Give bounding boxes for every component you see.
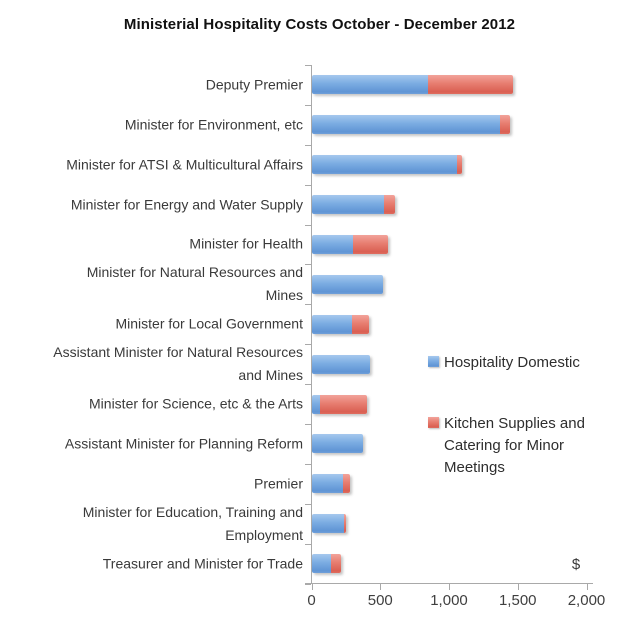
category-label: Assistant Minister for Natural Resources… [53, 344, 303, 384]
chart-row: Minister for ATSI & Multicultural Affair… [0, 145, 639, 185]
legend-item: Kitchen Supplies and Catering for Minor … [428, 413, 585, 479]
y-axis-tick [305, 184, 311, 186]
x-axis-unit-label: $ [571, 556, 581, 573]
x-axis-tick [586, 583, 588, 590]
bar-segment-hospitality-domestic [312, 474, 343, 494]
bar-segment-kitchen-supplies [457, 155, 462, 175]
legend-item: Hospitality Domestic [428, 352, 580, 374]
x-axis-tick [449, 583, 450, 590]
stacked-bar [312, 474, 350, 494]
x-axis-tick-label: 2,000 [567, 592, 606, 609]
bar-segment-hospitality-domestic [312, 274, 383, 294]
chart-row: Minister for Education, Training and Emp… [0, 504, 639, 544]
stacked-bar [312, 514, 347, 534]
y-axis-tick [305, 503, 311, 505]
stacked-bar [312, 354, 371, 374]
y-axis-tick [305, 423, 311, 425]
stacked-bar [312, 234, 389, 254]
bar-segment-hospitality-domestic [312, 234, 354, 254]
category-label: Minister for Health [189, 235, 303, 252]
bar-segment-kitchen-supplies [353, 234, 389, 254]
category-label: Deputy Premier [205, 76, 303, 93]
bar-segment-kitchen-supplies [384, 195, 395, 215]
category-label: Minister for Education, Training and Emp… [82, 503, 303, 543]
stacked-bar [312, 155, 462, 175]
legend-label: Kitchen Supplies and Catering for Minor … [444, 415, 585, 476]
x-axis-tick-label: 1,500 [498, 592, 537, 609]
chart-row: Minister for Health [0, 225, 639, 265]
bar-segment-kitchen-supplies [351, 314, 370, 334]
bar-segment-kitchen-supplies [320, 394, 367, 414]
y-axis-tick [305, 264, 311, 266]
chart-title: Ministerial Hospitality Costs October - … [123, 16, 516, 33]
chart-row: Minister for Natural Resources and Mines [0, 264, 639, 304]
chart-row: Minister for Energy and Water Supply [0, 185, 639, 225]
bar-segment-hospitality-domestic [312, 314, 352, 334]
y-axis-tick [305, 543, 311, 545]
category-label: Premier [253, 475, 303, 492]
y-axis-tick [305, 384, 311, 386]
category-label: Minister for Local Government [115, 315, 303, 332]
chart-row: Minister for Local Government [0, 304, 639, 344]
y-axis-tick [305, 304, 311, 306]
category-label: Assistant Minister for Planning Reform [64, 435, 303, 452]
legend-label: Hospitality Domestic [444, 354, 580, 371]
legend-swatch-blue-icon [428, 356, 439, 367]
chart-row: Assistant Minister for Planning Reform [0, 424, 639, 464]
bar-segment-kitchen-supplies [342, 474, 350, 494]
bar-segment-kitchen-supplies [499, 115, 510, 135]
category-label: Minister for ATSI & Multicultural Affair… [66, 156, 303, 173]
category-label: Minister for Science, etc & the Arts [89, 395, 303, 412]
chart-row: Premier [0, 464, 639, 504]
stacked-bar [312, 554, 341, 574]
category-label: Minister for Energy and Water Supply [70, 196, 303, 213]
category-label: Minister for Environment, etc [124, 116, 303, 133]
stacked-bar [312, 115, 510, 135]
bar-segment-hospitality-domestic [312, 434, 363, 454]
category-label: Minister for Natural Resources and Mines [86, 264, 303, 304]
chart-row: Minister for Environment, etc [0, 105, 639, 145]
bar-segment-hospitality-domestic [312, 514, 344, 534]
chart-row: Minister for Science, etc & the Arts [0, 384, 639, 424]
x-axis-tick-label: 500 [367, 592, 393, 609]
y-axis-line [311, 65, 312, 584]
stacked-bar [312, 195, 395, 215]
bar-segment-hospitality-domestic [312, 394, 321, 414]
bar-segment-hospitality-domestic [312, 75, 428, 95]
y-axis-tick [305, 224, 311, 226]
bar-segment-hospitality-domestic [312, 195, 385, 215]
y-axis-tick [305, 65, 311, 66]
bar-segment-kitchen-supplies [427, 75, 513, 95]
stacked-bar [312, 274, 383, 294]
legend-swatch-red-icon [428, 417, 439, 428]
stacked-bar [312, 314, 370, 334]
x-axis-tick [380, 583, 382, 590]
x-axis-tick [517, 583, 519, 590]
x-axis-tick-label: 1,000 [430, 592, 468, 609]
bar-segment-kitchen-supplies [331, 554, 341, 574]
y-axis-tick [305, 104, 311, 106]
y-axis-tick [305, 583, 311, 585]
chart-row: Treasurer and Minister for Trade [0, 544, 639, 584]
y-axis-tick [305, 144, 311, 146]
x-axis-tick [311, 583, 313, 590]
y-axis-tick [305, 463, 311, 465]
y-axis-tick [305, 344, 311, 346]
stacked-bar [312, 75, 513, 95]
bar-segment-kitchen-supplies [343, 514, 347, 534]
category-label: Treasurer and Minister for Trade [102, 555, 303, 572]
chart-row: Deputy Premier [0, 65, 639, 105]
bar-segment-hospitality-domestic [312, 554, 332, 574]
stacked-bar [312, 394, 367, 414]
stacked-bar [312, 434, 363, 454]
x-axis-tick-label: 0 [307, 592, 316, 609]
bar-segment-hospitality-domestic [312, 354, 371, 374]
bar-segment-hospitality-domestic [312, 115, 500, 135]
chart-row: Assistant Minister for Natural Resources… [0, 344, 639, 384]
bar-segment-hospitality-domestic [312, 155, 458, 175]
